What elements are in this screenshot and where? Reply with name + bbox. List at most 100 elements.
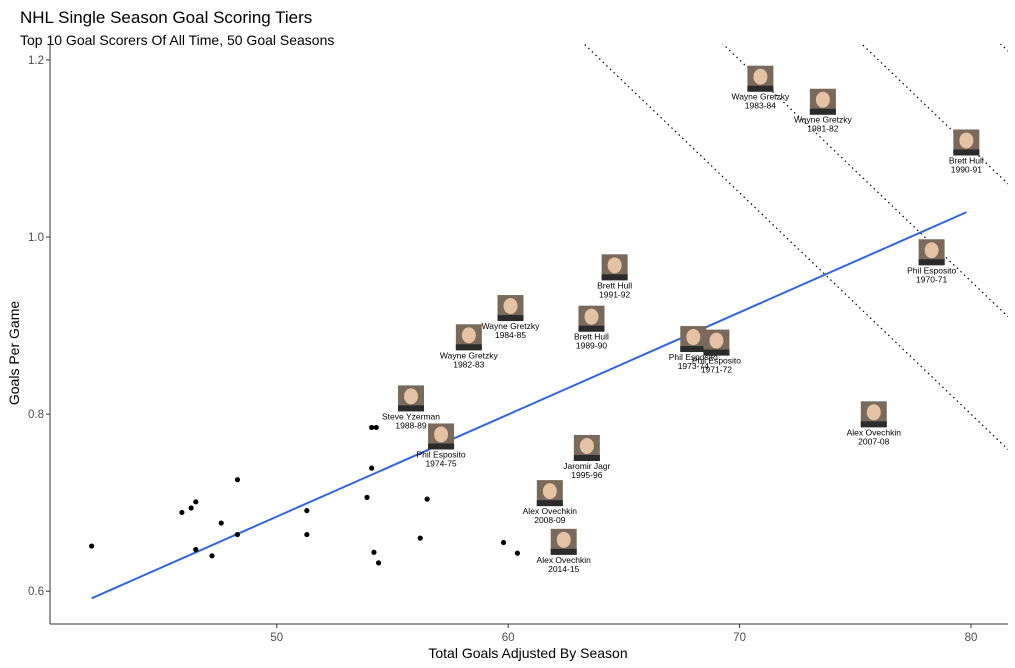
trend-line xyxy=(91,211,967,600)
player-name: Phil Esposito xyxy=(669,352,718,362)
player-jersey-icon xyxy=(809,108,836,115)
player-jersey-icon xyxy=(397,405,424,412)
point-13 xyxy=(369,465,375,471)
player-face-icon xyxy=(607,257,622,274)
point-16 xyxy=(375,560,382,566)
player-name: Wayne Gretzky xyxy=(482,321,541,331)
player-face-icon xyxy=(403,388,418,405)
player-jersey-icon xyxy=(536,500,563,507)
season-label: 1988-89 xyxy=(395,420,426,430)
player-face-icon xyxy=(556,531,571,548)
y-tick-label: 0.8 xyxy=(28,409,44,421)
point-0 xyxy=(89,543,95,549)
player-face-icon xyxy=(815,91,830,108)
player-face-icon xyxy=(584,308,599,325)
point-8 xyxy=(234,531,241,538)
season-label: 1989-90 xyxy=(576,341,607,351)
player-name: Brett Hull xyxy=(574,332,609,342)
chart-subtitle: Top 10 Goal Scorers Of All Time, 50 Goal… xyxy=(20,32,334,48)
season-label: 1970-71 xyxy=(916,274,947,284)
tier-line-2 xyxy=(860,44,1008,185)
player-jersey-icon xyxy=(953,149,980,156)
x-tick-label: 50 xyxy=(270,632,283,644)
player-name: Phil Esposito xyxy=(416,449,465,459)
player-name: Wayne Gretzky xyxy=(440,350,499,360)
player-name: Jaromir Jagr xyxy=(563,461,610,471)
player-name: Alex Ovechkin xyxy=(537,555,592,565)
player-jersey-icon xyxy=(550,548,577,555)
point-5 xyxy=(209,553,215,559)
player-face-icon xyxy=(503,298,518,315)
y-tick-label: 1.0 xyxy=(28,232,44,244)
season-label: 1983-84 xyxy=(745,101,776,111)
player-jersey-icon xyxy=(455,344,482,351)
season-label: 1990-91 xyxy=(951,164,982,174)
tier-lines xyxy=(583,44,1008,450)
chart-title: NHL Single Season Goal Scoring Tiers xyxy=(20,8,312,27)
point-18 xyxy=(424,496,430,502)
season-label: 1973-74 xyxy=(678,361,709,371)
point-17 xyxy=(417,535,423,541)
point-19 xyxy=(500,539,507,546)
tier-line-0 xyxy=(583,44,1008,450)
player-jersey-icon xyxy=(703,349,730,356)
x-ticks: 50 60 70 80 xyxy=(270,624,977,644)
season-label: 2014-15 xyxy=(548,564,579,574)
player-name: Phil Esposito xyxy=(907,265,956,275)
player-name: Alex Ovechkin xyxy=(847,427,902,437)
y-ticks: 0.6 0.8 1.0 1.2 xyxy=(28,55,50,598)
player-name: Phil Esposito xyxy=(692,356,741,366)
y-tick-label: 0.6 xyxy=(28,586,44,598)
player-jersey-icon xyxy=(573,454,600,461)
player-jersey-icon xyxy=(747,85,774,92)
season-label: 1991-92 xyxy=(599,289,630,299)
y-tick-label: 1.2 xyxy=(28,55,44,67)
season-label: 1981-82 xyxy=(807,124,838,134)
player-face-icon xyxy=(959,132,974,149)
axes xyxy=(49,44,1008,625)
point-1 xyxy=(179,509,185,516)
player-jersey-icon xyxy=(860,421,887,428)
x-tick-label: 70 xyxy=(733,632,746,644)
player-jersey-icon xyxy=(428,443,455,450)
player-jersey-icon xyxy=(680,346,707,353)
player-jersey-icon xyxy=(601,274,628,281)
season-label: 1984-85 xyxy=(495,330,526,340)
player-face-icon xyxy=(542,483,557,500)
point-10 xyxy=(304,531,310,538)
player-face-icon xyxy=(924,242,939,259)
point-4 xyxy=(193,547,199,553)
point-2 xyxy=(188,505,194,511)
x-axis-title: Total Goals Adjusted By Season xyxy=(428,645,627,661)
x-tick-label: 80 xyxy=(965,632,978,644)
season-label: 1974-75 xyxy=(425,458,456,468)
player-face-icon xyxy=(709,332,724,349)
player-jersey-icon xyxy=(497,315,524,322)
y-axis-title: Goals Per Game xyxy=(6,301,22,405)
point-20 xyxy=(514,550,521,556)
point-7 xyxy=(234,477,241,483)
player-face-icon xyxy=(753,68,768,85)
player-face-icon xyxy=(579,437,594,454)
point-3 xyxy=(193,499,199,505)
player-name: Steve Yzerman xyxy=(382,411,440,421)
player-name: Brett Hull xyxy=(949,155,984,165)
season-label: 1982-83 xyxy=(453,359,484,369)
player-face-icon xyxy=(686,329,701,346)
